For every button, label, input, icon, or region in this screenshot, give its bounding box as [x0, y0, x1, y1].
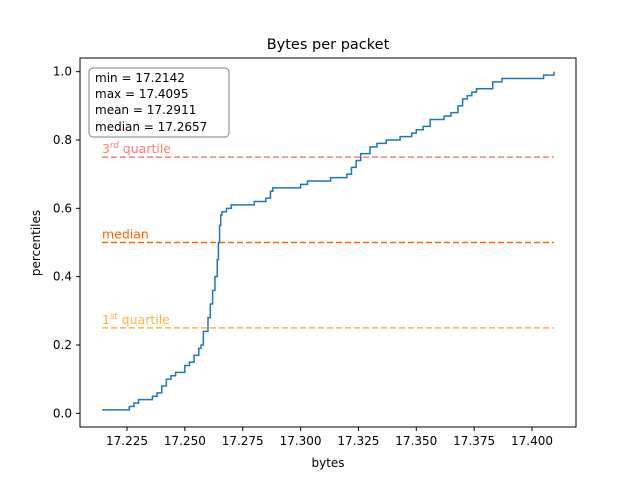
x-tick-label: 17.250 — [164, 434, 206, 448]
reference-labels: 3rd quartile median 1st quartile — [102, 141, 171, 327]
x-tick-label: 17.375 — [453, 434, 495, 448]
x-tick-label: 17.350 — [395, 434, 437, 448]
reference-label-0: 3rd quartile — [102, 141, 171, 156]
y-tick-label: 1.0 — [53, 65, 72, 79]
reference-lines — [101, 156, 555, 329]
y-tick-label: 0.8 — [53, 133, 72, 147]
stats-min: min = 17.2142 — [95, 71, 185, 85]
x-tick-label: 17.275 — [222, 434, 264, 448]
reference-label-2: 1st quartile — [102, 312, 170, 327]
stats-mean: mean = 17.2911 — [95, 103, 196, 117]
x-tick-label: 17.300 — [280, 434, 322, 448]
stats-box-frame — [88, 67, 230, 138]
x-axis-ticks: 17.225 17.250 17.275 17.300 17.325 17.350 17.3… — [106, 427, 553, 448]
reference-label-1: median — [102, 227, 149, 242]
y-tick-label: 0.0 — [53, 406, 72, 420]
y-tick-label: 0.2 — [53, 338, 72, 352]
x-tick-label: 17.325 — [337, 434, 379, 448]
stats-max: max = 17.4095 — [95, 87, 188, 101]
x-tick-label: 17.400 — [511, 434, 553, 448]
stats-median: median = 17.2657 — [95, 120, 207, 134]
x-tick-label: 17.225 — [106, 434, 148, 448]
chart-title: Bytes per packet — [267, 37, 390, 53]
y-tick-label: 0.4 — [53, 270, 72, 284]
x-axis-label: bytes — [311, 456, 344, 470]
y-tick-label: 0.6 — [53, 201, 72, 215]
y-axis-ticks: 0.0 0.2 0.4 0.6 0.8 1.0 — [53, 65, 80, 420]
y-axis-label: percentiles — [29, 210, 43, 276]
plot-frame — [79, 57, 577, 428]
stats-box: min = 17.2142 max = 17.4095 mean = 17.29… — [88, 67, 230, 138]
cdf-step-line — [101, 71, 555, 411]
